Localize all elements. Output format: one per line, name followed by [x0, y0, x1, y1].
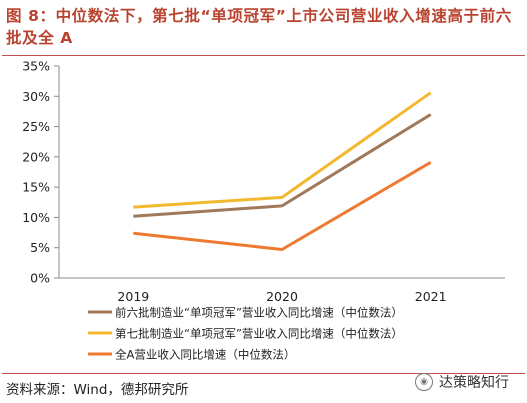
- y-tick-label: 30%: [22, 89, 50, 104]
- y-tick-label: 25%: [22, 119, 50, 134]
- series-lines: [133, 91, 432, 251]
- watermark: ◉ 达策略知行: [415, 372, 509, 392]
- legend-label-2: 第七批制造业“单项冠军”营业收入同比增速（中位数法）: [115, 327, 403, 341]
- y-tick-label: 20%: [22, 149, 50, 164]
- chart: 0% 5% 10% 15% 20% 25% 30% 35% 2019 2020 2021 前六批制…: [22, 59, 505, 362]
- x-tick-label: 2019: [117, 289, 149, 304]
- y-tick-label: 0%: [30, 271, 50, 286]
- y-tick-label: 15%: [22, 180, 50, 195]
- series-line-3: [133, 161, 432, 251]
- x-tick-label: 2020: [266, 289, 298, 304]
- legend-label-1: 前六批制造业“单项冠军”营业收入同比增速（中位数法）: [115, 306, 403, 320]
- series-line-2: [133, 91, 432, 209]
- series-line-1: [133, 113, 432, 218]
- chart-title: 图 8：中位数法下，第七批“单项冠军”上市公司营业收入增速高于前六批及全 A: [6, 7, 512, 47]
- x-tick-label: 2021: [415, 289, 447, 304]
- y-tick-label: 10%: [22, 210, 50, 225]
- bottom-divider: [2, 373, 525, 374]
- title-divider: [2, 55, 525, 56]
- y-axis: 0% 5% 10% 15% 20% 25% 30% 35%: [22, 59, 60, 286]
- y-tick-label: 5%: [30, 240, 50, 255]
- legend-label-3: 全A营业收入同比增速（中位数法）: [115, 348, 295, 362]
- x-axis: 2019 2020 2021: [59, 277, 505, 304]
- watermark-text: 达策略知行: [439, 375, 509, 391]
- source-note: 资料来源：Wind，德邦研究所: [6, 382, 189, 398]
- y-tick-label: 35%: [22, 59, 50, 74]
- legend: 前六批制造业“单项冠军”营业收入同比增速（中位数法） 第七批制造业“单项冠军”营业…: [88, 306, 403, 362]
- wechat-icon: ◉: [415, 373, 433, 391]
